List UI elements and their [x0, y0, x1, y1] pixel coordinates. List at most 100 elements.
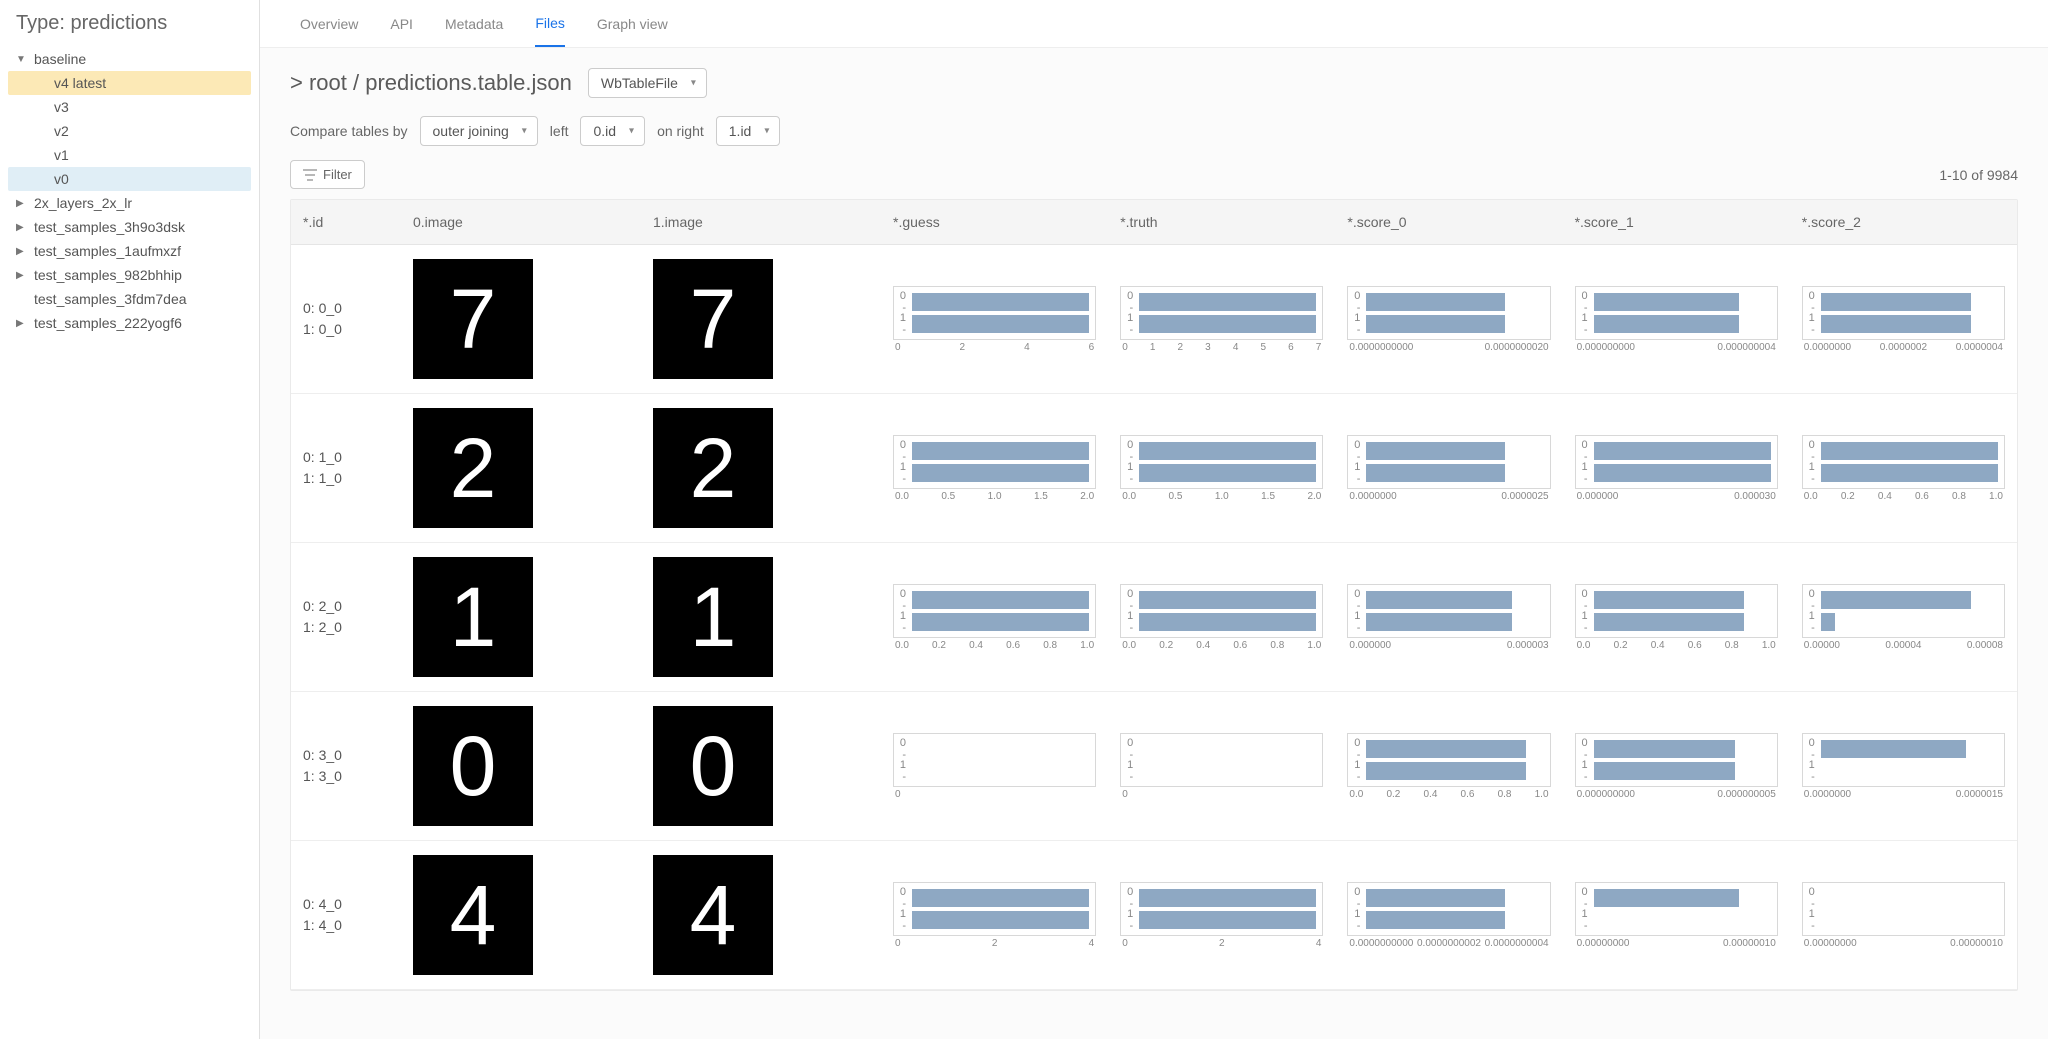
column-header[interactable]: 0.image: [401, 200, 641, 244]
column-header[interactable]: *.id: [291, 200, 401, 244]
mini-bar-fill: [912, 911, 1089, 929]
mnist-digit-image[interactable]: 7: [653, 259, 773, 379]
tree-group[interactable]: ▶test_samples_1aufmxzf: [8, 239, 251, 263]
column-header[interactable]: *.score_0: [1335, 200, 1562, 244]
mini-bar-fill: [1594, 762, 1736, 780]
mini-bar-label: 0 -: [1576, 588, 1594, 612]
tree-group[interactable]: ▶test_samples_222yogf6: [8, 311, 251, 335]
mini-axis-tick: 0.0: [1122, 640, 1136, 651]
image-cell: 1: [641, 543, 881, 691]
mini-bar-label: 0 -: [1576, 737, 1594, 761]
join-select[interactable]: outer joining: [420, 116, 538, 146]
table-row[interactable]: 0: 3_01: 3_0000 - 1 - 00 -: [291, 692, 2017, 841]
mnist-digit-image[interactable]: 4: [413, 855, 533, 975]
mini-bar-chart: 0 - 1 - 0.0000000.000030: [1575, 435, 1778, 502]
mini-bar-chart: 0 - 1 - 0.0000000.000003: [1347, 584, 1550, 651]
mnist-digit-image[interactable]: 0: [653, 706, 773, 826]
filter-button[interactable]: Filter: [290, 160, 365, 189]
mini-bar-label: 0 -: [1348, 588, 1366, 612]
table-row[interactable]: 0: 4_01: 4_0440 - 1 - 0240 -: [291, 841, 2017, 990]
tree-group[interactable]: ▶test_samples_982bhhip: [8, 263, 251, 287]
mini-bar-fill: [1139, 293, 1316, 311]
tree-group[interactable]: ▼baseline: [8, 47, 251, 71]
mini-bar-track: [1821, 911, 1998, 929]
tree-caret-icon: ▶: [16, 222, 30, 233]
mnist-digit-image[interactable]: 2: [653, 408, 773, 528]
mnist-digit-image[interactable]: 1: [653, 557, 773, 677]
mini-bar-label: 1 -: [894, 759, 912, 783]
tree-version[interactable]: v1: [8, 143, 251, 167]
mini-axis-tick: 0.8: [1498, 789, 1512, 800]
mini-axis-tick: 4: [1316, 938, 1322, 949]
mini-bar-chart: 0 - 1 - 0.00000000.00000020.0000004: [1802, 286, 2005, 353]
mini-bar-chart: 0 - 1 - 0: [893, 733, 1096, 800]
mini-axis: 0.0000000000.000000004: [1575, 342, 1778, 353]
mnist-digit-image[interactable]: 0: [413, 706, 533, 826]
mini-bar-track: [912, 889, 1089, 907]
mini-bar-track: [1139, 740, 1316, 758]
table-row[interactable]: 0: 2_01: 2_0110 - 1 - 0.00.20.40.60.81.0…: [291, 543, 2017, 692]
mnist-digit-image[interactable]: 2: [413, 408, 533, 528]
left-key-select[interactable]: 0.id: [580, 116, 645, 146]
tree-version[interactable]: v0: [8, 167, 251, 191]
mini-axis-tick: 0.0000000000: [1349, 342, 1413, 353]
chart-cell: 0 - 1 - 0.000000000.00000010: [1563, 868, 1790, 963]
chart-cell: 0 - 1 - 0.00000000000.00000000020.000000…: [1335, 868, 1562, 963]
mini-bar-label: 0 -: [894, 737, 912, 761]
mini-axis-tick: 0.0000000: [1804, 342, 1851, 353]
tree-group[interactable]: ▶test_samples_3h9o3dsk: [8, 215, 251, 239]
mini-axis-tick: 0.0000002: [1880, 342, 1927, 353]
tree-loose-item[interactable]: test_samples_3fdm7dea: [8, 287, 251, 311]
mini-axis-tick: 2.0: [1080, 491, 1094, 502]
tree-version[interactable]: v3: [8, 95, 251, 119]
filter-label: Filter: [323, 167, 352, 182]
column-header[interactable]: *.truth: [1108, 200, 1335, 244]
tree-version[interactable]: v4 latest: [8, 71, 251, 95]
table-row[interactable]: 0: 0_01: 0_0770 - 1 - 02460 -: [291, 245, 2017, 394]
mini-bar-chart: 0 - 1 - 0.00000000000.00000000020.000000…: [1347, 882, 1550, 949]
mini-axis-tick: 0.0: [1577, 640, 1591, 651]
chart-cell: 0 - 1 - 0: [881, 719, 1108, 814]
mini-axis-tick: 0.6: [1461, 789, 1475, 800]
tab-files[interactable]: Files: [535, 1, 565, 47]
left-label: left: [550, 123, 569, 139]
mini-axis: 0: [1120, 789, 1323, 800]
mini-axis-tick: 7: [1316, 342, 1322, 353]
tab-api[interactable]: API: [390, 2, 413, 46]
column-header[interactable]: *.score_2: [1790, 200, 2017, 244]
column-header[interactable]: *.score_1: [1563, 200, 1790, 244]
mini-axis-tick: 2: [1219, 938, 1225, 949]
mini-axis-tick: 0.000000000: [1577, 789, 1635, 800]
mini-bar-chart: 0 - 1 - 0.00.51.01.52.0: [893, 435, 1096, 502]
file-type-select[interactable]: WbTableFile: [588, 68, 707, 98]
mini-axis: 0.00000000000.00000000020.0000000004: [1347, 938, 1550, 949]
tree-version[interactable]: v2: [8, 119, 251, 143]
table-row[interactable]: 0: 1_01: 1_0220 - 1 - 0.00.51.01.52.00 -: [291, 394, 2017, 543]
column-header[interactable]: 1.image: [641, 200, 881, 244]
mini-bar-track: [1821, 315, 1998, 333]
mini-bar-chart: 0 - 1 - 0: [1120, 733, 1323, 800]
mini-bar-track: [1594, 293, 1771, 311]
mnist-digit-image[interactable]: 7: [413, 259, 533, 379]
column-header[interactable]: *.guess: [881, 200, 1108, 244]
chart-cell: 0 - 1 - 0.00.20.40.60.81.0: [1335, 719, 1562, 814]
mini-axis-tick: 0.4: [1878, 491, 1892, 502]
image-cell: 7: [641, 245, 881, 393]
right-key-select[interactable]: 1.id: [716, 116, 781, 146]
tab-graph-view[interactable]: Graph view: [597, 2, 668, 46]
tree-group[interactable]: ▶2x_layers_2x_lr: [8, 191, 251, 215]
image-cell: 7: [401, 245, 641, 393]
chart-cell: 0 - 1 - 0.00.51.01.52.0: [881, 421, 1108, 516]
mini-axis: 0.00.20.40.60.81.0: [1120, 640, 1323, 651]
mini-bar-track: [1366, 442, 1543, 460]
mini-bar-chart: 0 - 1 - 0.000000000.00000010: [1802, 882, 2005, 949]
tab-metadata[interactable]: Metadata: [445, 2, 503, 46]
mini-bar-track: [912, 293, 1089, 311]
mini-axis-tick: 0.0000000: [1349, 491, 1396, 502]
mini-bar-label: 1 -: [1121, 908, 1139, 932]
mnist-digit-image[interactable]: 4: [653, 855, 773, 975]
mnist-digit-image[interactable]: 1: [413, 557, 533, 677]
tab-overview[interactable]: Overview: [300, 2, 358, 46]
mini-axis-tick: 0.000000005: [1717, 789, 1775, 800]
mini-bar-label: 0 -: [1348, 737, 1366, 761]
